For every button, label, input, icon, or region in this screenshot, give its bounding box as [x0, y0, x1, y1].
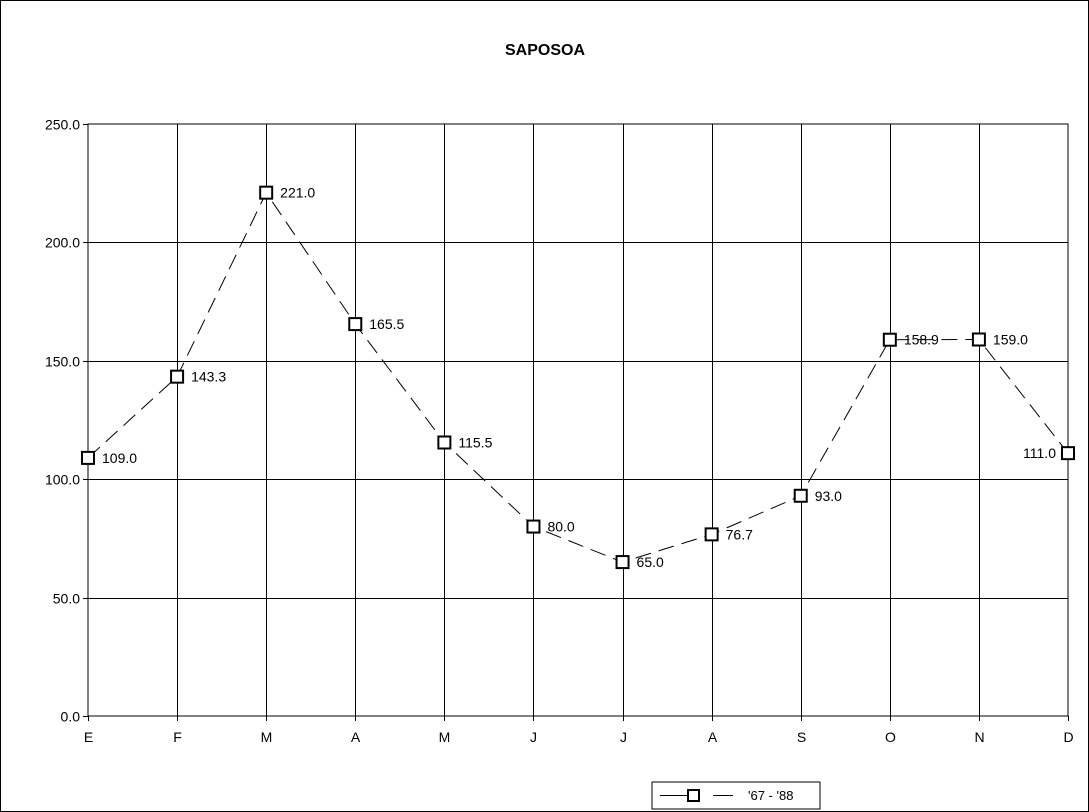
- x-tick-label: A: [708, 729, 718, 745]
- x-tick-label: S: [797, 729, 806, 745]
- y-tick-label: 250.0: [45, 117, 80, 133]
- x-tick-label: M: [439, 729, 451, 745]
- x-tick-label: J: [530, 729, 537, 745]
- series-line: [87, 191, 1069, 563]
- data-label: 158.9: [904, 332, 939, 348]
- data-point-marker: [170, 369, 185, 384]
- data-label: 115.5: [458, 434, 492, 450]
- plot-area: [87, 123, 1069, 717]
- data-label: 165.5: [369, 316, 404, 332]
- data-label: 109.0: [102, 450, 137, 466]
- legend-box: [651, 781, 821, 810]
- x-tick-label: N: [974, 729, 984, 745]
- data-point-marker: [615, 555, 630, 570]
- data-point-marker: [526, 519, 541, 534]
- axes: 0.0 50.0 100.0 150.0 200.0 250.0 E F M A M J J A S O N D: [45, 117, 1074, 746]
- data-point-marker: [348, 317, 363, 332]
- data-point-marker: [1061, 446, 1075, 461]
- data-label: 143.3: [191, 369, 226, 385]
- y-tick-label: 100.0: [45, 472, 80, 488]
- data-label: 93.0: [815, 488, 842, 504]
- data-label: 65.0: [637, 554, 664, 570]
- x-tick-label: D: [1063, 729, 1073, 745]
- legend-marker: [687, 789, 700, 802]
- data-point-marker: [704, 527, 719, 542]
- y-tick-label: 50.0: [53, 591, 80, 607]
- grid-lines: [88, 124, 1068, 716]
- x-tick-label: J: [620, 729, 627, 745]
- data-label: 80.0: [547, 519, 574, 535]
- data-point-marker: [437, 435, 452, 450]
- x-tick-label: M: [261, 729, 273, 745]
- data-point-marker: [882, 332, 897, 347]
- data-label: 159.0: [993, 331, 1028, 347]
- legend: '67 - '88: [651, 781, 821, 810]
- y-tick-label: 150.0: [45, 354, 80, 370]
- data-label: 221.0: [280, 185, 315, 201]
- data-point-marker: [971, 332, 986, 347]
- x-tick-label: A: [351, 729, 361, 745]
- data-point-marker: [793, 488, 808, 503]
- data-label: 76.7: [726, 526, 753, 542]
- series-layer: 109.0 143.3 221.0 165.5 115.5 80.0 65.0 76.7 93.…: [81, 185, 1075, 570]
- data-point-marker: [259, 185, 274, 200]
- data-label: 111.0: [1023, 445, 1056, 461]
- x-tick-label: E: [84, 729, 93, 745]
- legend-label: '67 - '88: [748, 788, 793, 803]
- y-tick-label: 0.0: [61, 709, 81, 725]
- chart-title: SAPOSOA: [505, 42, 585, 59]
- x-tick-label: O: [885, 729, 896, 745]
- data-point-marker: [81, 450, 95, 465]
- x-tick-label: F: [173, 729, 182, 745]
- y-tick-label: 200.0: [45, 235, 80, 251]
